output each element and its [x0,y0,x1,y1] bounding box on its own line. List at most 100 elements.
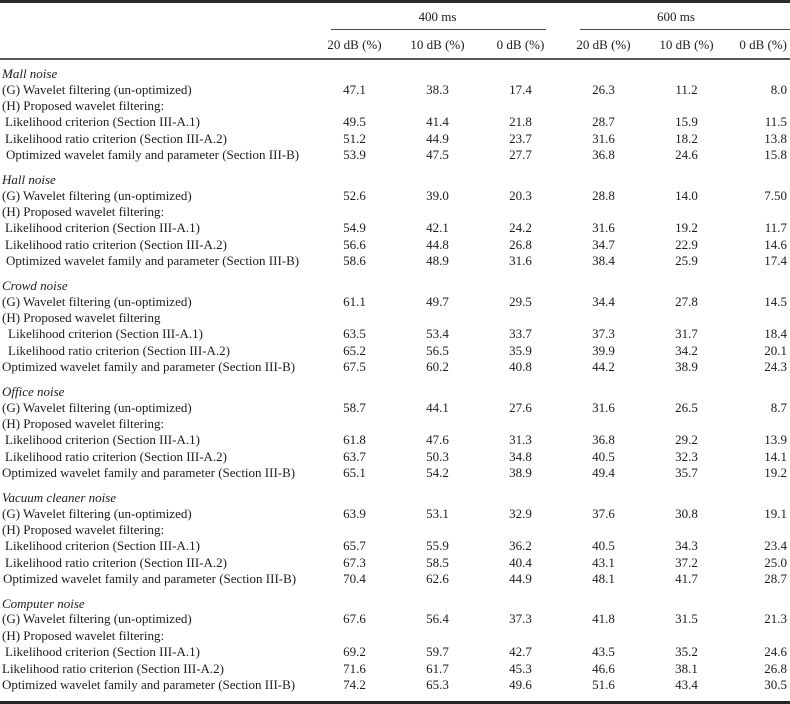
row-label: (H) Proposed wavelet filtering [2,309,161,325]
value-cell: 41.4 [426,114,449,130]
value-cell [728,97,790,113]
table-row: Likelihood criterion (Section III-A.1) 63… [0,326,790,342]
value-cell: 49.4 [592,465,615,481]
value-cell: 43.4 [675,677,698,693]
group-label-600ms: 600 ms [657,9,695,24]
value-cell: 44.8 [426,236,449,252]
row-label: (H) Proposed wavelet filtering: [2,98,165,114]
value-cell: 19.2 [764,465,787,481]
table-row: Likelihood ratio criterion (Section III-… [0,236,790,252]
value-cell [313,203,396,219]
table-row: (G) Wavelet filtering (un-optimized) 63.9… [0,505,790,521]
value-cell: 44.9 [509,571,532,587]
value-cell: 19.1 [764,505,787,521]
row-label: Likelihood criterion (Section III-A.1) [8,326,203,342]
value-cell: 34.2 [675,342,698,358]
value-cell: 30.8 [675,505,698,521]
value-cell: 71.6 [343,660,366,676]
table-row: Likelihood ratio criterion (Section III-… [0,660,790,676]
value-cell: 40.5 [592,448,615,464]
value-cell [645,309,728,325]
value-cell: 19.2 [675,220,698,236]
value-cell: 38.9 [509,465,532,481]
value-cell: 67.6 [343,611,366,627]
value-cell: 54.9 [343,220,366,236]
value-cell [562,97,645,113]
value-cell: 36.2 [509,538,532,554]
value-cell [728,415,790,431]
value-cell: 41.8 [592,611,615,627]
table-row: (G) Wavelet filtering (un-optimized) 47.1… [0,81,790,97]
value-cell: 13.9 [764,432,787,448]
value-cell: 32.3 [675,448,698,464]
value-cell: 29.2 [675,432,698,448]
value-cell: 63.5 [343,326,366,342]
row-label: Likelihood ratio criterion (Section III-… [8,342,231,358]
row-label: Optimized wavelet family and parameter (… [2,359,296,375]
value-cell: 31.7 [675,326,698,342]
col-header-600ms-20db: 20 dB (%) [562,30,645,60]
row-label: (H) Proposed wavelet filtering: [2,521,165,537]
table-row: Likelihood ratio criterion (Section III-… [0,554,790,570]
value-cell: 17.4 [509,81,532,97]
value-cell: 15.9 [675,114,698,130]
row-label: (G) Wavelet filtering (un-optimized) [2,505,192,521]
value-cell: 44.1 [426,399,449,415]
value-cell: 15.8 [764,147,787,163]
value-cell: 28.7 [764,571,787,587]
value-cell: 40.8 [509,359,532,375]
value-cell: 25.0 [764,554,787,570]
value-cell: 25.9 [675,253,698,269]
value-cell: 35.7 [675,465,698,481]
value-cell: 23.4 [764,538,787,554]
value-cell [479,97,562,113]
value-cell: 22.9 [675,236,698,252]
value-cell: 21.3 [764,611,787,627]
row-label: Likelihood criterion (Section III-A.1) [5,432,200,448]
table-row: Likelihood criterion (Section III-A.1) 61… [0,432,790,448]
value-cell: 60.2 [426,359,449,375]
value-cell: 58.6 [343,253,366,269]
value-cell [479,309,562,325]
section-title-row: Crowd noise [0,269,790,293]
section-title: Computer noise [2,595,85,611]
header-spacer-cell [0,30,313,60]
value-cell: 38.9 [675,359,698,375]
row-label: Likelihood criterion (Section III-A.1) [5,220,200,236]
table-row: (H) Proposed wavelet filtering [0,309,790,325]
value-cell: 14.0 [675,187,698,203]
value-cell: 44.9 [426,130,449,146]
value-cell: 56.6 [343,236,366,252]
value-cell: 34.4 [592,293,615,309]
value-cell [479,627,562,643]
value-cell [396,97,479,113]
value-cell: 37.3 [592,326,615,342]
value-cell: 65.7 [343,538,366,554]
table-row: (G) Wavelet filtering (un-optimized) 61.1… [0,293,790,309]
value-cell: 14.1 [764,448,787,464]
row-label: (G) Wavelet filtering (un-optimized) [2,81,192,97]
table-row: (H) Proposed wavelet filtering: [0,521,790,537]
value-cell: 65.1 [343,465,366,481]
value-cell: 33.7 [509,326,532,342]
value-cell: 56.5 [426,342,449,358]
value-cell: 31.5 [675,611,698,627]
value-cell: 37.3 [509,611,532,627]
value-cell: 18.2 [675,130,698,146]
value-cell: 34.3 [675,538,698,554]
value-cell: 8.0 [770,81,787,97]
value-cell: 67.3 [343,554,366,570]
value-cell: 11.2 [675,81,698,97]
value-cell: 38.1 [675,660,698,676]
row-label: Optimized wavelet family and parameter (… [3,571,297,587]
table-row: (H) Proposed wavelet filtering: [0,415,790,431]
value-cell: 48.1 [592,571,615,587]
value-cell: 14.5 [764,293,787,309]
value-cell: 26.3 [592,81,615,97]
group-header-row: 400 ms 600 ms [0,3,790,30]
row-label: Likelihood criterion (Section III-A.1) [5,538,200,554]
row-label: (H) Proposed wavelet filtering: [2,204,165,220]
value-cell: 61.8 [343,432,366,448]
value-cell: 40.4 [509,554,532,570]
value-cell: 14.6 [764,236,787,252]
